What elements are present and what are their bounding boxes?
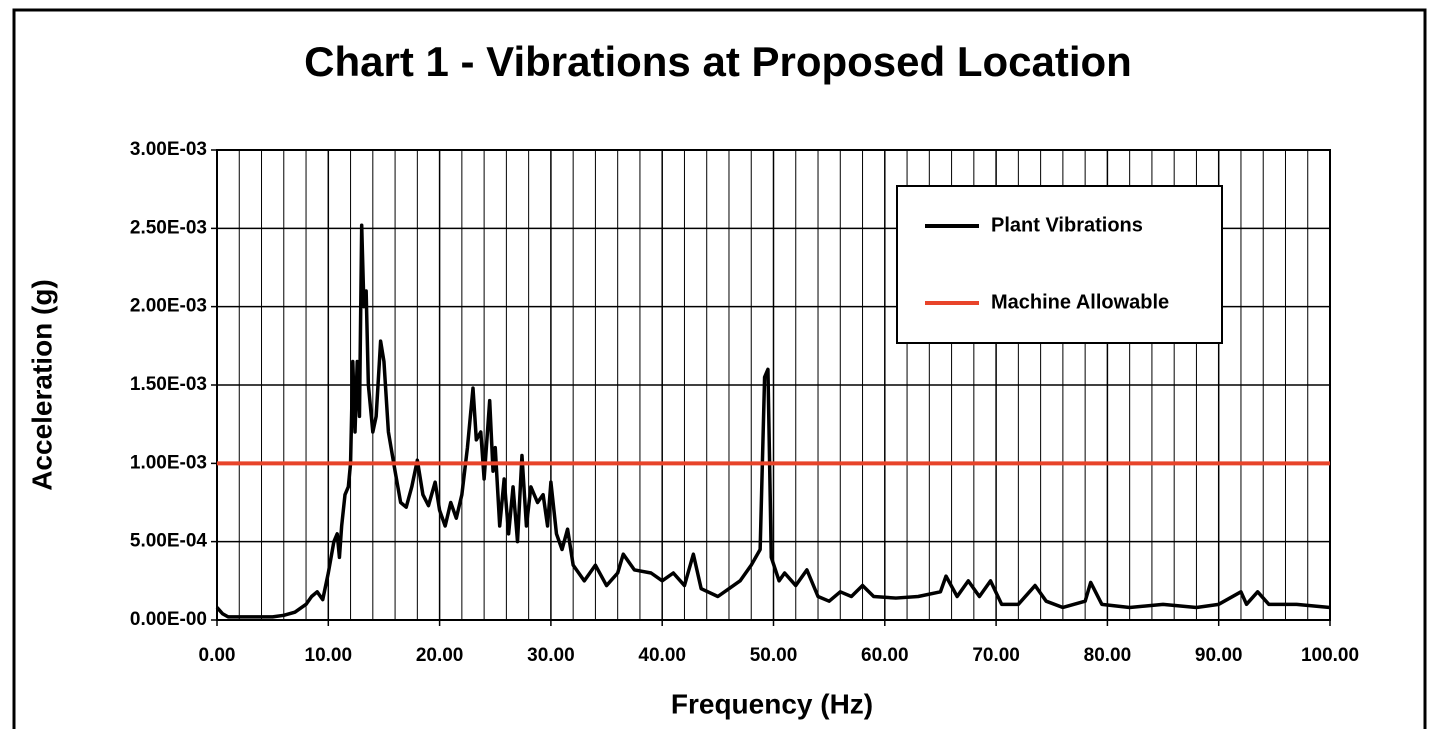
x-tick-label: 40.00 bbox=[638, 645, 686, 666]
data-line bbox=[215, 223, 1331, 619]
x-axis-label: Frequency (Hz) bbox=[671, 688, 873, 719]
plot-border bbox=[216, 149, 1331, 621]
x-tick-label: 90.00 bbox=[1195, 645, 1243, 666]
y-tick-label: 5.00E-04 bbox=[130, 531, 208, 552]
x-tick-label: 50.00 bbox=[750, 645, 798, 666]
x-tick-label: 80.00 bbox=[1084, 645, 1132, 666]
x-tick-label: 60.00 bbox=[861, 645, 909, 666]
y-tick-label: 0.00E-00 bbox=[130, 609, 207, 630]
y-tick-label: 2.50E-03 bbox=[130, 217, 207, 238]
x-tick-label: 20.00 bbox=[416, 645, 464, 666]
legend-box bbox=[896, 185, 1223, 344]
legend-label: Machine Allowable bbox=[991, 291, 1169, 313]
legend-label: Plant Vibrations bbox=[991, 214, 1143, 236]
x-tick-label: 0.00 bbox=[199, 645, 236, 666]
y-tick-label: 1.00E-03 bbox=[130, 452, 207, 473]
y-axis-label: Acceleration (g) bbox=[26, 279, 57, 491]
x-tick-label: 100.00 bbox=[1301, 645, 1359, 666]
y-tick-label: 2.00E-03 bbox=[130, 296, 207, 317]
chart-title: Chart 1 - Vibrations at Proposed Locatio… bbox=[304, 38, 1132, 85]
x-tick-label: 30.00 bbox=[527, 645, 575, 666]
x-tick-label: 10.00 bbox=[305, 645, 353, 666]
y-tick-label: 3.00E-03 bbox=[130, 139, 207, 160]
x-tick-label: 70.00 bbox=[972, 645, 1020, 666]
y-tick-label: 1.50E-03 bbox=[130, 374, 207, 395]
